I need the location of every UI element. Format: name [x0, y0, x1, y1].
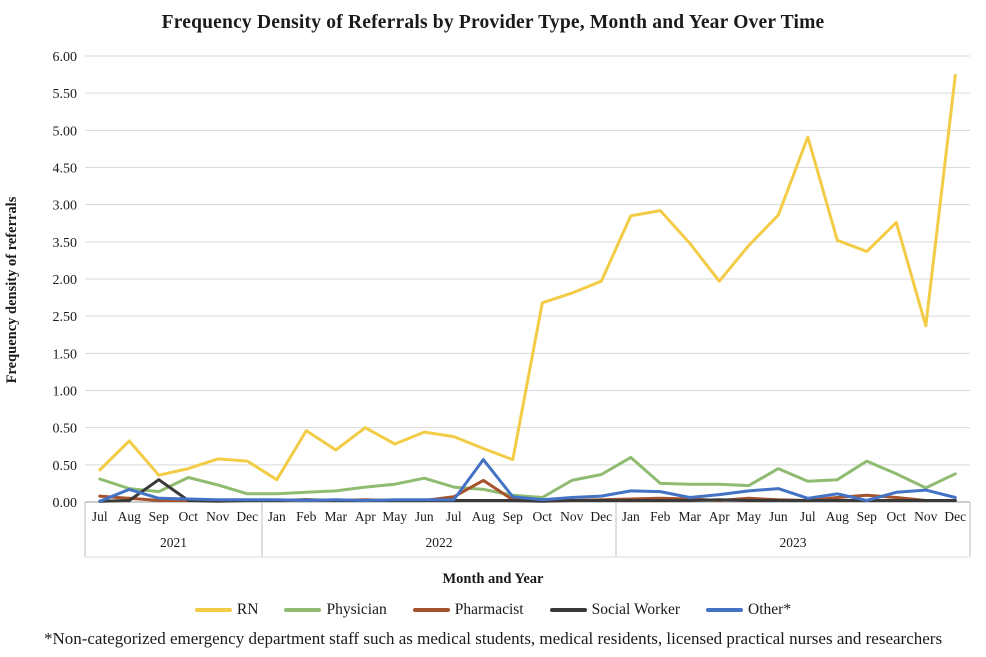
legend-swatch-physician [284, 608, 322, 612]
x-axis-title: Month and Year [442, 571, 544, 587]
y-tick-label: 2.00 [53, 273, 78, 288]
month-tick-label: Jul [446, 509, 462, 524]
y-tick-label: 0.50 [53, 459, 78, 474]
legend-label-other: Other* [748, 601, 792, 618]
month-tick-label: May [736, 509, 761, 524]
month-tick-label: Jul [800, 509, 816, 524]
month-tick-label: Dec [236, 509, 258, 524]
month-tick-label: Oct [179, 509, 199, 524]
legend-swatch-other [706, 608, 744, 612]
month-tick-label: Jan [622, 509, 640, 524]
y-tick-label: 3.50 [53, 236, 78, 251]
y-tick-label: 0.00 [53, 496, 78, 511]
month-tick-label: May [382, 509, 407, 524]
month-tick-label: Jan [268, 509, 286, 524]
series-line-physician [98, 455, 957, 499]
legend-swatch-rn [194, 608, 232, 612]
legend-item-social-worker: Social Worker [549, 601, 681, 619]
month-tick-label: Jun [415, 509, 434, 524]
month-tick-label: Dec [590, 509, 612, 524]
y-tick-label: 3.00 [53, 199, 78, 214]
y-tick-label: 0.50 [53, 422, 78, 437]
month-tick-label: Apr [709, 509, 730, 524]
legend-label-social-worker: Social Worker [591, 601, 681, 618]
legend-label-pharmacist: Pharmacist [454, 601, 524, 618]
month-tick-label: Jul [92, 509, 108, 524]
y-tick-label: 5.00 [53, 124, 78, 139]
legend-label-rn: RN [236, 601, 259, 618]
month-tick-label: Oct [533, 509, 553, 524]
chart-canvas: 6.00 5.50 5.00 4.50 3.00 3.50 2.00 2.50 1.50 1.00… [53, 50, 971, 558]
year-label: 2022 [426, 535, 453, 550]
month-tick-label: Jun [769, 509, 788, 524]
y-tick-label: 1.50 [53, 347, 78, 362]
series-line-other [98, 458, 957, 503]
month-tick-label: Oct [887, 509, 907, 524]
y-tick-label: 6.00 [53, 50, 78, 65]
legend-item-physician: Physician [284, 601, 387, 619]
y-tick-label: 2.50 [53, 310, 78, 325]
month-tick-label: Mar [679, 509, 702, 524]
month-tick-label: Aug [826, 509, 849, 524]
year-label: 2023 [780, 535, 807, 550]
footnote: *Non-categorized emergency department st… [43, 629, 943, 648]
legend: RN Physician Pharmacist Social Worker Other* [0, 601, 986, 619]
y-tick-label: 4.50 [53, 162, 78, 177]
month-tick-label: Nov [914, 509, 937, 524]
year-label: 2021 [160, 535, 187, 550]
month-tick-label: Feb [650, 509, 671, 524]
legend-swatch-pharmacist [412, 608, 450, 612]
month-tick-label: Sep [857, 509, 878, 524]
month-tick-label: Feb [296, 509, 317, 524]
legend-swatch-social-worker [549, 608, 587, 612]
legend-label-physician: Physician [326, 601, 387, 618]
month-tick-label: Sep [149, 509, 170, 524]
y-tick-label: 1.00 [53, 385, 78, 400]
month-tick-label: Aug [118, 509, 141, 524]
month-tick-label: Apr [355, 509, 376, 524]
legend-item-pharmacist: Pharmacist [412, 601, 524, 619]
month-tick-label: Aug [472, 509, 495, 524]
series-line-rn [98, 73, 957, 482]
month-tick-label: Sep [503, 509, 524, 524]
month-tick-label: Dec [944, 509, 966, 524]
month-tick-label: Mar [325, 509, 348, 524]
legend-item-other: Other* [706, 601, 791, 619]
y-tick-label: 5.50 [53, 87, 78, 102]
month-tick-label: Nov [206, 509, 229, 524]
month-tick-label: Nov [560, 509, 583, 524]
chart-title: Frequency Density of Referrals by Provid… [161, 12, 825, 33]
legend-item-rn: RN [194, 601, 259, 619]
